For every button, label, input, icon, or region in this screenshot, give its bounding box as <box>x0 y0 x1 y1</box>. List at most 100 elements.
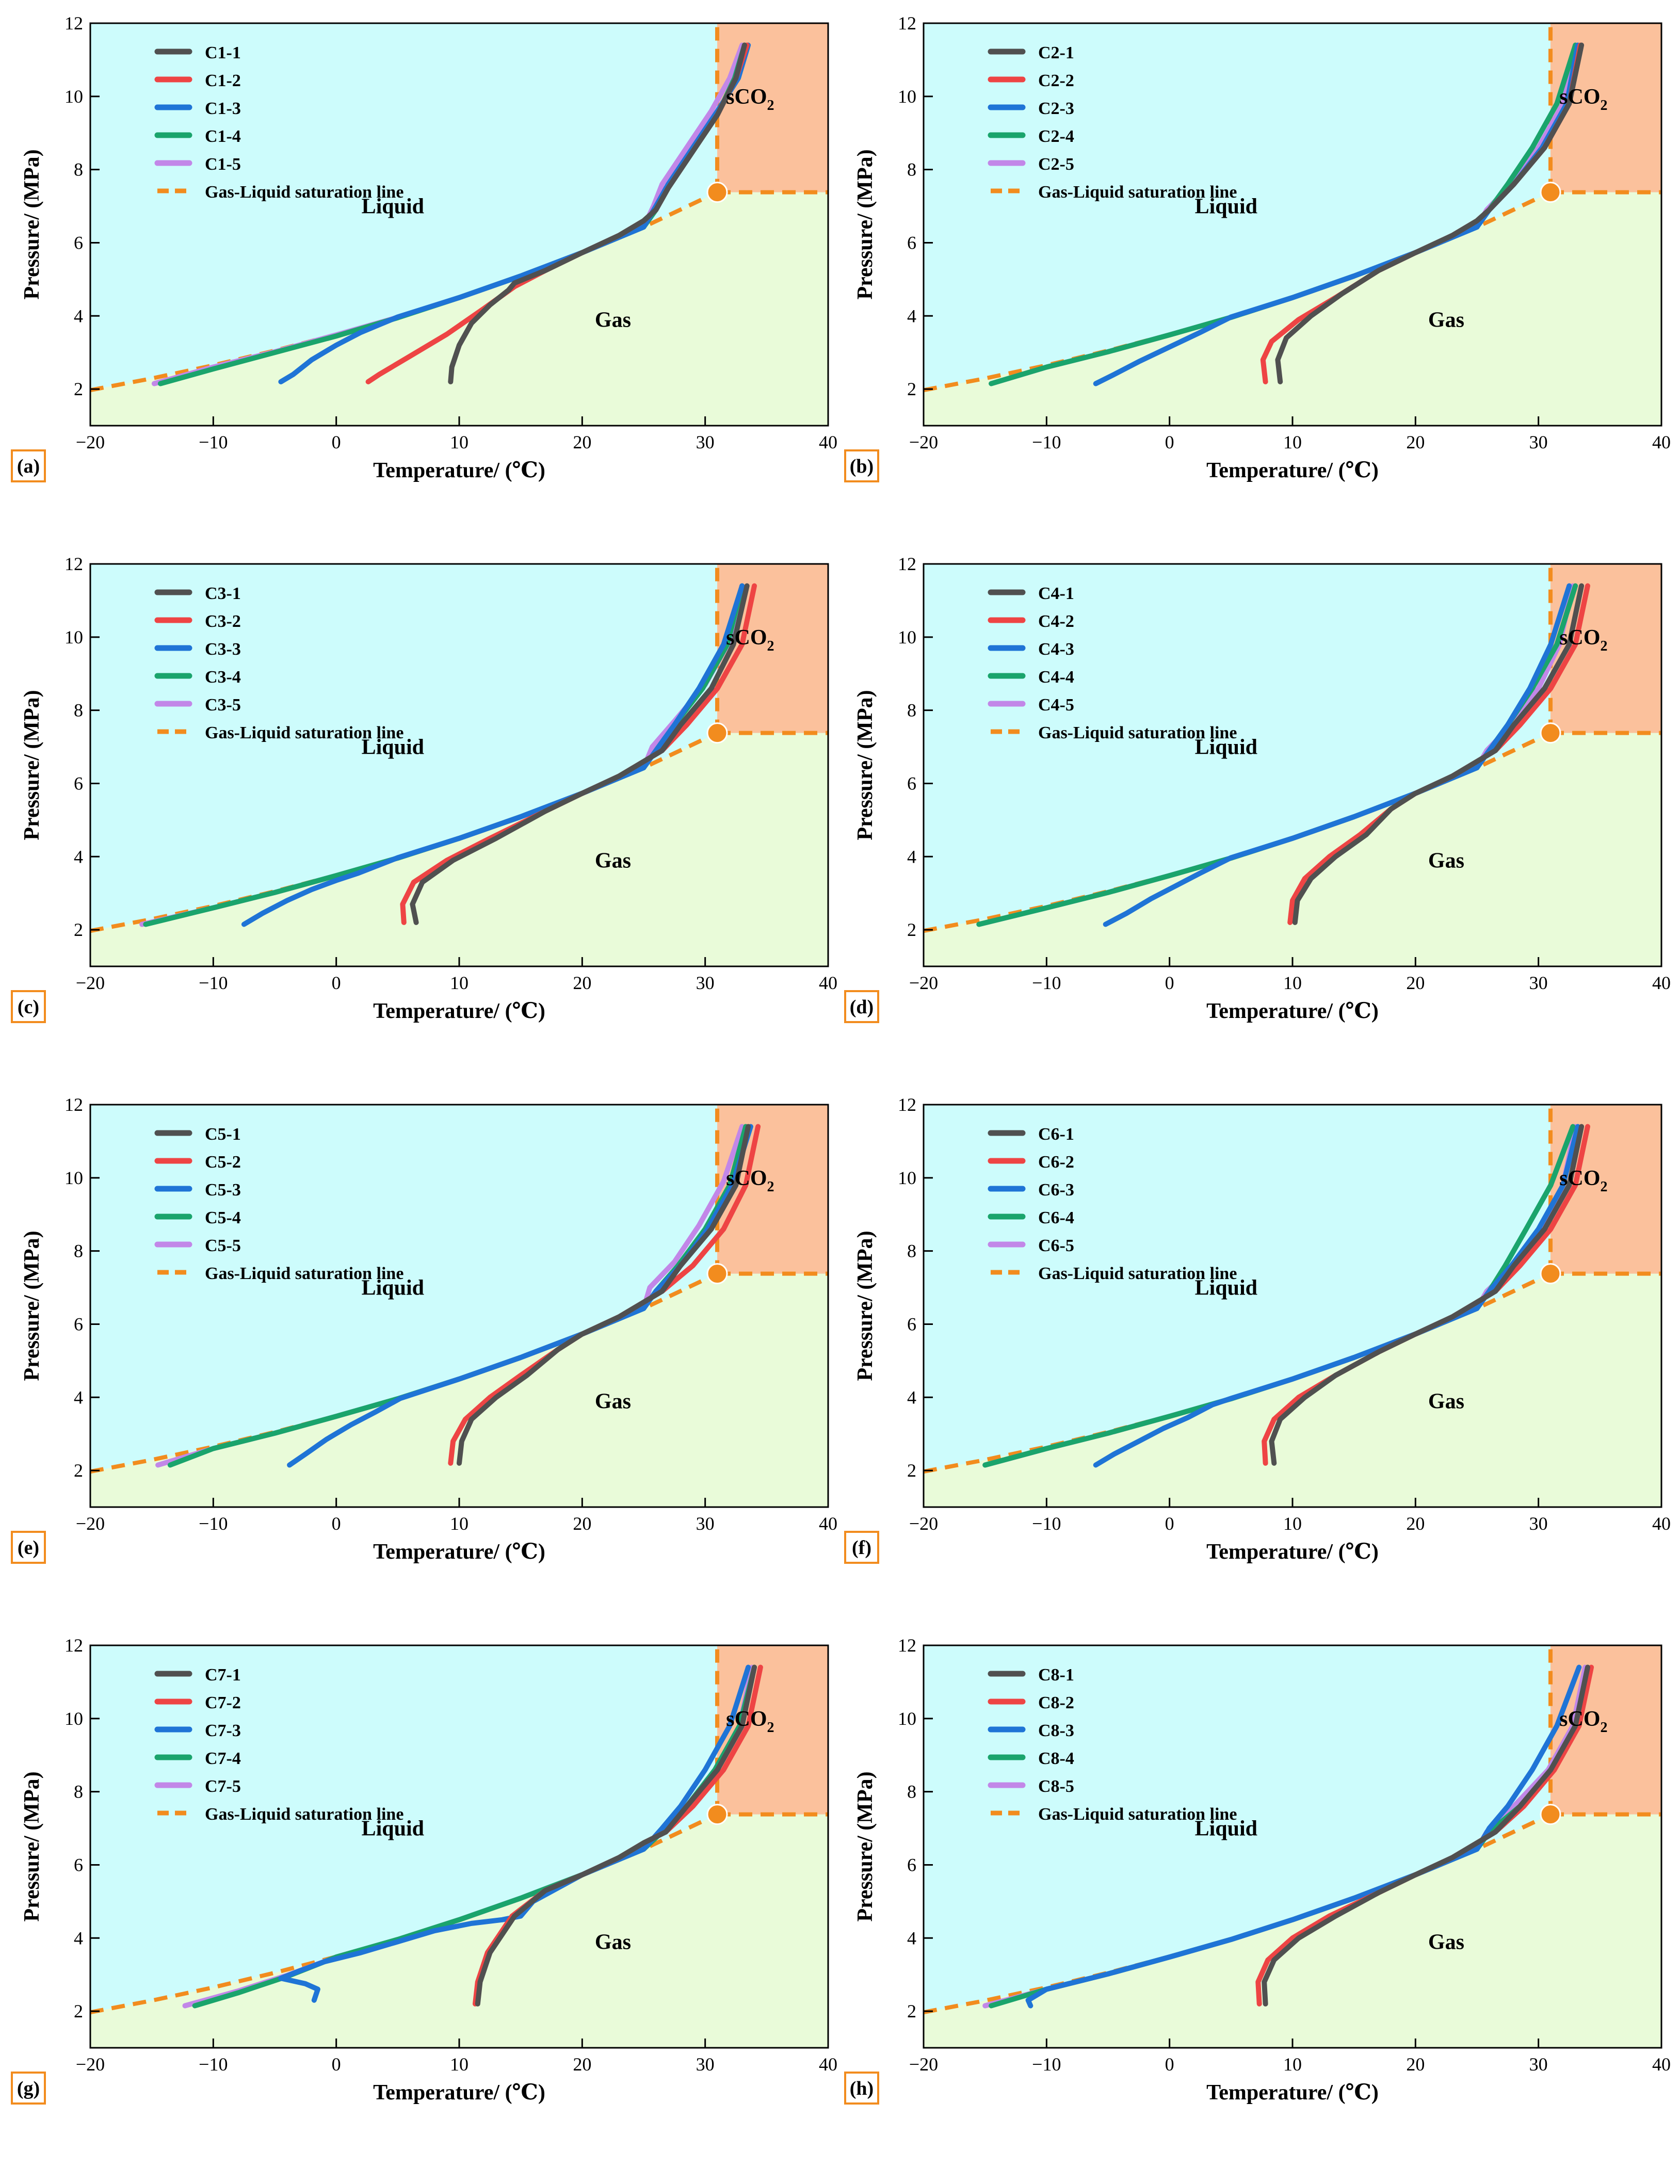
x-tick-label: 0 <box>332 2054 341 2075</box>
y-axis-label: Pressure/ (MPa) <box>20 690 44 840</box>
legend-label: C3-4 <box>205 668 241 687</box>
x-tick-label: 0 <box>332 432 341 452</box>
series-line-c4-3 <box>1103 583 1572 927</box>
y-tick-label: 8 <box>907 1782 916 1802</box>
y-tick-label: 2 <box>74 1460 83 1481</box>
legend-label: Gas-Liquid saturation line <box>1038 1805 1237 1824</box>
x-tick-label: 40 <box>1652 973 1671 993</box>
sco2-label-subscript: 2 <box>767 1179 774 1195</box>
critical-point-marker <box>1540 182 1561 203</box>
y-tick-label: 2 <box>74 379 83 399</box>
panel-label: (c) <box>18 996 39 1018</box>
critical-point-marker <box>706 1263 728 1285</box>
legend: C5-1 C5-2 C5-3 C5-4 C5-5 Gas-Liquid saturatio… <box>154 1125 403 1283</box>
y-tick-label: 8 <box>74 159 83 180</box>
x-tick-label: −20 <box>76 1513 105 1534</box>
sco2-label-main: sCO <box>726 85 767 109</box>
sco2-label: sCO2 <box>1559 626 1607 654</box>
sco2-label-main: sCO <box>726 1707 767 1731</box>
legend-label: C4-4 <box>1038 668 1074 687</box>
x-tick-label: 10 <box>450 1513 469 1534</box>
legend-label: C2-2 <box>1038 71 1074 90</box>
y-tick-label: 12 <box>898 13 916 34</box>
legend-label: C5-3 <box>205 1180 241 1200</box>
legend-label: C8-3 <box>1038 1721 1074 1740</box>
legend: C3-1 C3-2 C3-3 C3-4 C3-5 Gas-Liquid saturatio… <box>154 584 403 742</box>
x-axis-label: Temperature/ (℃) <box>373 2081 545 2105</box>
x-tick-label: −20 <box>76 432 105 452</box>
legend-label: C1-2 <box>205 71 241 90</box>
x-tick-label: 40 <box>1652 2054 1671 2075</box>
series-line-c7-3 <box>278 1664 751 2003</box>
x-axis-label: Temperature/ (℃) <box>1206 999 1379 1023</box>
x-tick-label: −20 <box>909 2054 938 2075</box>
y-tick-label: 4 <box>74 1387 83 1408</box>
x-tick-label: 0 <box>1165 973 1174 993</box>
sco2-label-subscript: 2 <box>1601 1720 1608 1736</box>
legend: C1-1 C1-2 C1-3 C1-4 C1-5 Gas-Liquid saturatio… <box>154 43 403 202</box>
y-axis-label: Pressure/ (MPa) <box>853 1231 877 1381</box>
x-tick-label: −10 <box>1032 1513 1061 1534</box>
x-tick-label: −20 <box>909 432 938 452</box>
chart-panel-8: −20 −10 0 10 20 30 40 2 4 6 8 10 12 Temperature/ (℃) P… <box>844 1635 1671 2105</box>
legend-label: C2-5 <box>1038 155 1074 174</box>
y-tick-label: 10 <box>64 1168 83 1188</box>
y-tick-label: 6 <box>907 232 916 253</box>
series-line-c8-3 <box>1025 1664 1582 2009</box>
y-axis-label: Pressure/ (MPa) <box>853 149 877 299</box>
sco2-label-subscript: 2 <box>1601 638 1608 654</box>
y-tick-label: 12 <box>64 554 83 574</box>
sco2-label: sCO2 <box>1559 1167 1607 1195</box>
gas-region <box>924 733 1661 966</box>
chart-panel-1: −20 −10 0 10 20 30 40 2 4 6 8 10 12 Temperature/ (℃) P… <box>11 13 837 482</box>
x-tick-label: 10 <box>450 2054 469 2075</box>
x-tick-label: 40 <box>819 2054 837 2075</box>
sco2-region <box>717 23 828 192</box>
critical-point-marker <box>706 1804 728 1825</box>
legend-label: C2-3 <box>1038 99 1074 118</box>
panel-label: (f) <box>852 1537 871 1559</box>
legend-label: C3-2 <box>205 612 241 631</box>
x-tick-label: 40 <box>819 432 837 452</box>
sco2-label-main: sCO <box>1559 1707 1600 1731</box>
legend-label: Gas-Liquid saturation line <box>205 1264 403 1283</box>
legend-label: C5-1 <box>205 1125 241 1144</box>
x-tick-label: 20 <box>1406 973 1425 993</box>
x-tick-label: 30 <box>1529 1513 1548 1534</box>
x-axis-label: Temperature/ (℃) <box>1206 2081 1379 2105</box>
x-tick-label: 10 <box>1283 973 1302 993</box>
x-tick-label: −20 <box>909 973 938 993</box>
liquid-label: Liquid <box>362 195 424 219</box>
legend-label: C7-5 <box>205 1777 241 1796</box>
panel-label: (g) <box>17 2078 40 2099</box>
liquid-label: Liquid <box>362 1276 424 1300</box>
y-tick-label: 10 <box>64 627 83 648</box>
legend: C6-1 C6-2 C6-3 C6-4 C6-5 Gas-Liquid saturatio… <box>988 1125 1237 1283</box>
x-tick-label: 30 <box>696 2054 715 2075</box>
x-tick-label: 40 <box>1652 432 1671 452</box>
series-line-c5-1 <box>457 1124 751 1466</box>
x-tick-label: 0 <box>332 1513 341 1534</box>
gas-region <box>90 192 828 426</box>
legend-label: Gas-Liquid saturation line <box>205 1805 403 1824</box>
legend-label: Gas-Liquid saturation line <box>205 723 403 742</box>
panel-label: (e) <box>18 1537 39 1559</box>
y-tick-label: 2 <box>907 379 916 399</box>
y-tick-label: 6 <box>74 1854 83 1875</box>
chart-panel-7: −20 −10 0 10 20 30 40 2 4 6 8 10 12 Temperature/ (℃) P… <box>11 1635 837 2105</box>
legend-label: C5-4 <box>205 1208 241 1227</box>
legend-label: C3-3 <box>205 640 241 659</box>
series-line-c6-3 <box>1093 1124 1580 1468</box>
legend-label: Gas-Liquid saturation line <box>205 183 403 202</box>
legend-label: C8-1 <box>1038 1665 1074 1685</box>
critical-point-marker <box>1540 1263 1561 1285</box>
x-tick-label: 10 <box>1283 432 1302 452</box>
legend-label: C1-3 <box>205 99 241 118</box>
sco2-label-main: sCO <box>1559 85 1600 109</box>
legend-label: C4-1 <box>1038 584 1074 603</box>
x-tick-label: −10 <box>1032 432 1061 452</box>
legend-label: C1-4 <box>205 127 241 146</box>
sco2-label: sCO2 <box>726 85 774 114</box>
legend: C7-1 C7-2 C7-3 C7-4 C7-5 Gas-Liquid saturatio… <box>154 1665 403 1824</box>
